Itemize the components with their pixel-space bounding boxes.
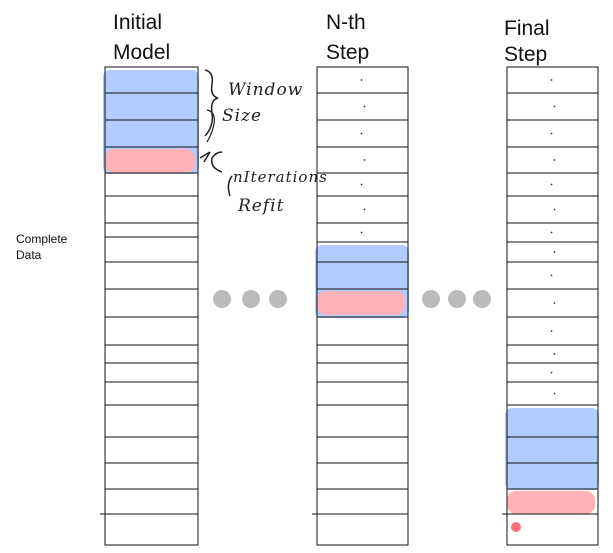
refit-highlight-final — [507, 491, 595, 514]
grids-layer — [100, 66, 599, 546]
ellipsis-dot — [473, 290, 491, 308]
highlights-layer — [103, 70, 599, 532]
row-dot — [550, 79, 553, 81]
complete-data-label-line2: Data — [16, 248, 42, 262]
title-initial-line1: Initial — [113, 11, 163, 34]
window-highlight-final — [505, 408, 599, 490]
refit-annotation-line2: Refit — [238, 196, 285, 216]
row-dot — [360, 183, 363, 186]
row-dot — [550, 330, 553, 332]
data-column-nth — [316, 66, 409, 546]
data-column-final — [506, 66, 599, 546]
ellipsis-dot — [213, 290, 231, 308]
row-dot — [553, 353, 556, 355]
refit-arrowhead — [199, 151, 211, 163]
refit-highlight-nth — [317, 291, 405, 315]
row-dot — [553, 159, 556, 161]
row-dot — [360, 132, 363, 135]
row-dot — [550, 231, 553, 234]
complete-data-label-line1: Complete — [16, 232, 68, 246]
ellipsis-dot — [269, 290, 287, 308]
title-final-line2: Step — [504, 43, 548, 66]
row-dot — [363, 159, 366, 161]
row-dot — [553, 392, 556, 395]
row-dot — [553, 251, 556, 253]
row-dot — [363, 105, 366, 108]
dots-layer — [360, 79, 556, 395]
ellipsis-layer — [213, 290, 491, 308]
row-dot — [360, 231, 363, 234]
refit-highlight-initial — [105, 149, 195, 173]
refit-annotation-line1: nIterations — [233, 168, 328, 186]
window-size-annotation-line2: Size — [222, 106, 263, 126]
window-size-brace — [204, 69, 219, 137]
row-dot — [550, 183, 553, 186]
row-dot — [550, 371, 553, 374]
window-highlight-initial — [103, 70, 199, 174]
title-final-line1: Final — [504, 17, 550, 40]
row-dot — [363, 208, 366, 211]
title-initial-line2: Model — [113, 41, 171, 64]
row-dot — [553, 302, 556, 304]
data-column-initial — [104, 66, 199, 546]
title-nth-line2: Step — [326, 41, 370, 64]
row-dot — [550, 274, 553, 277]
row-dot — [550, 132, 553, 135]
refit-arrow — [210, 151, 223, 173]
ellipsis-dot — [422, 290, 440, 308]
refit-bracket — [227, 175, 233, 197]
title-nth-line1: N-th — [326, 11, 366, 34]
ellipsis-dot — [448, 290, 466, 308]
ellipsis-dot — [242, 290, 260, 308]
refit-marker-dot — [511, 522, 521, 532]
row-dot — [553, 105, 556, 108]
row-dot — [553, 208, 556, 211]
window-size-annotation-line1: Window — [228, 80, 304, 100]
row-dot — [360, 79, 363, 81]
window-size-brace-lower — [206, 109, 215, 143]
